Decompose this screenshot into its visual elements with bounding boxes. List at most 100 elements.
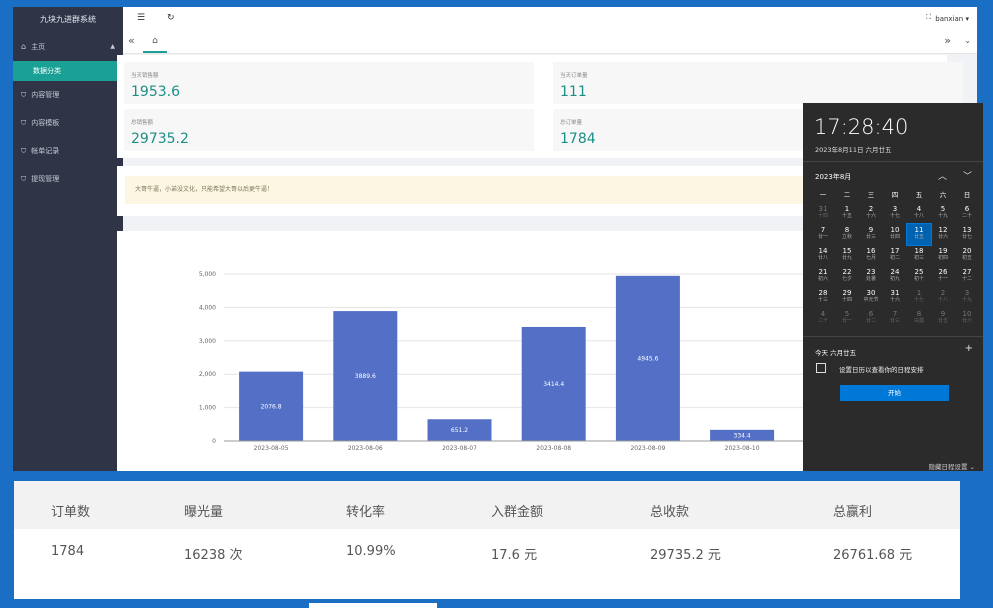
- chevron-down-icon[interactable]: ﹀: [963, 172, 973, 182]
- calendar-day[interactable]: 18 初三: [907, 245, 931, 266]
- lunar-date: 十八: [913, 213, 924, 219]
- stat-card-total-sales: 总销售额 29735.2: [124, 109, 534, 151]
- day-number: 3: [892, 205, 898, 213]
- day-number: 2: [868, 205, 874, 213]
- calendar-day[interactable]: 8 白露: [907, 308, 931, 329]
- lunar-date: 廿一: [841, 318, 852, 324]
- day-number: 1: [844, 205, 850, 213]
- sidebar-item-content[interactable]: ⛉ 内容管理: [13, 81, 123, 109]
- calendar-day[interactable]: 24 初九: [883, 266, 907, 287]
- tab-home[interactable]: ⌂: [143, 31, 167, 53]
- day-number: 24: [890, 268, 900, 276]
- calendar-day[interactable]: 3 十七: [883, 203, 907, 224]
- calendar-day[interactable]: 1 十七: [907, 287, 931, 308]
- sidebar-item-withdraw[interactable]: ⛉ 提现管理: [13, 165, 123, 193]
- calendar-day[interactable]: 2 十八: [931, 287, 955, 308]
- refresh-icon[interactable]: ↻: [167, 13, 175, 23]
- tab-bar: « ⌂ » ⌄: [123, 31, 977, 54]
- calendar-day-today[interactable]: 11 廿五: [906, 223, 932, 246]
- lunar-date: 廿五: [913, 234, 924, 240]
- weekday-label: 三: [867, 191, 875, 199]
- calendar-day[interactable]: 7 廿一: [811, 224, 835, 245]
- calendar-day[interactable]: 2 十六: [859, 203, 883, 224]
- day-number: 10: [962, 310, 972, 318]
- calendar-day[interactable]: 4 十八: [907, 203, 931, 224]
- lunar-date: 初六: [817, 276, 828, 282]
- stat-label: 当天订单量: [560, 73, 588, 79]
- day-number: 21: [818, 268, 828, 276]
- sidebar-item-home[interactable]: ⌂ 主页 ▲: [13, 33, 123, 61]
- calendar-day[interactable]: 6 二十: [955, 203, 979, 224]
- calendar-day[interactable]: 27 十二: [955, 266, 979, 287]
- weekday-row: 一二三四五六日: [811, 189, 979, 203]
- sidebar-subitem-data[interactable]: 数据分类: [13, 61, 123, 81]
- tab-scroll-right-icon[interactable]: »: [944, 34, 951, 47]
- calendar-day[interactable]: 17 初二: [883, 245, 907, 266]
- calendar-day[interactable]: 30 中元节: [859, 287, 883, 308]
- calendar-day[interactable]: 6 廿二: [859, 308, 883, 329]
- sidebar-item-bills[interactable]: ⛉ 帐单记录: [13, 137, 123, 165]
- clock-date[interactable]: 2023年8月11日 六月廿五: [815, 146, 892, 154]
- chevron-down-icon[interactable]: ⌄: [964, 36, 971, 45]
- calendar-day[interactable]: 10 廿六: [955, 308, 979, 329]
- lunar-date: 廿四: [889, 234, 900, 240]
- calendar-day[interactable]: 31 十六: [883, 287, 907, 308]
- lunar-date: 廿六: [961, 318, 972, 324]
- add-event-icon[interactable]: +: [964, 343, 973, 354]
- start-button[interactable]: 开始: [840, 385, 949, 401]
- x-tick-label: 2023-08-09: [630, 445, 665, 452]
- calendar-day[interactable]: 15 廿九: [835, 245, 859, 266]
- calendar-day[interactable]: 16 七月: [859, 245, 883, 266]
- stat-card-today-orders: 当天订单量 111: [553, 62, 963, 104]
- lunar-date: 初五: [961, 255, 972, 261]
- calendar-day[interactable]: 8 立秋: [835, 224, 859, 245]
- column-header: 订单数: [51, 505, 91, 520]
- calendar-day[interactable]: 10 廿四: [883, 224, 907, 245]
- fullscreen-icon[interactable]: ⛶: [926, 13, 931, 21]
- calendar-day[interactable]: 25 初十: [907, 266, 931, 287]
- user-menu[interactable]: banxian ▾: [935, 15, 969, 23]
- calendar-day[interactable]: 1 十五: [835, 203, 859, 224]
- calendar-day[interactable]: 7 廿三: [883, 308, 907, 329]
- weekday-label: 四: [891, 191, 899, 199]
- hide-agenda-link[interactable]: 隐藏日程设置 ⌄: [928, 463, 975, 471]
- calendar-day[interactable]: 29 十四: [835, 287, 859, 308]
- day-number: 22: [842, 268, 852, 276]
- calendar-day[interactable]: 28 十三: [811, 287, 835, 308]
- calendar-day[interactable]: 12 廿六: [931, 224, 955, 245]
- y-tick-label: 1,000: [199, 405, 216, 412]
- calendar-day[interactable]: 20 初五: [955, 245, 979, 266]
- day-number: 1: [916, 289, 922, 297]
- calendar-day[interactable]: 22 七夕: [835, 266, 859, 287]
- chevron-up-icon[interactable]: ︿: [938, 172, 948, 182]
- calendar-day[interactable]: 9 廿三: [859, 224, 883, 245]
- column-header: 曝光量: [184, 505, 224, 520]
- day-number: 29: [842, 289, 852, 297]
- day-number: 12: [938, 226, 948, 234]
- day-number: 28: [818, 289, 828, 297]
- sidebar: 九块九进群系统 ⌂ 主页 ▲ 数据分类 ⛉ 内容管理 ⛉ 内容模板 ⛉ 帐单记录…: [13, 7, 123, 471]
- menu-icon[interactable]: ☰: [137, 13, 146, 23]
- tab-scroll-left-icon[interactable]: «: [128, 34, 135, 47]
- calendar-day[interactable]: 23 处暑: [859, 266, 883, 287]
- sidebar-item-template[interactable]: ⛉ 内容模板: [13, 109, 123, 137]
- calendar-day[interactable]: 5 廿一: [835, 308, 859, 329]
- calendar-day[interactable]: 13 廿七: [955, 224, 979, 245]
- calendar-day[interactable]: 4 二十: [811, 308, 835, 329]
- calendar-day[interactable]: 31 十四: [811, 203, 835, 224]
- calendar-day[interactable]: 3 十九: [955, 287, 979, 308]
- divider: [803, 336, 983, 337]
- lunar-date: 白露: [913, 318, 924, 324]
- calendar-day[interactable]: 21 初六: [811, 266, 835, 287]
- calendar-day[interactable]: 5 十九: [931, 203, 955, 224]
- calendar-day[interactable]: 26 十一: [931, 266, 955, 287]
- bar: [521, 326, 586, 441]
- calendar-month[interactable]: 2023年8月: [815, 173, 852, 181]
- summary-value: 17.6 元: [491, 548, 538, 563]
- calendar-day[interactable]: 19 初四: [931, 245, 955, 266]
- lunar-date: 十八: [937, 297, 948, 303]
- day-number: 17: [890, 247, 900, 255]
- calendar-day[interactable]: 9 廿五: [931, 308, 955, 329]
- bar-chart-svg: 0 1,000 2,000 3,000 4,000 5,000 2076.8 2023-08-…: [199, 271, 942, 452]
- calendar-day[interactable]: 14 廿八: [811, 245, 835, 266]
